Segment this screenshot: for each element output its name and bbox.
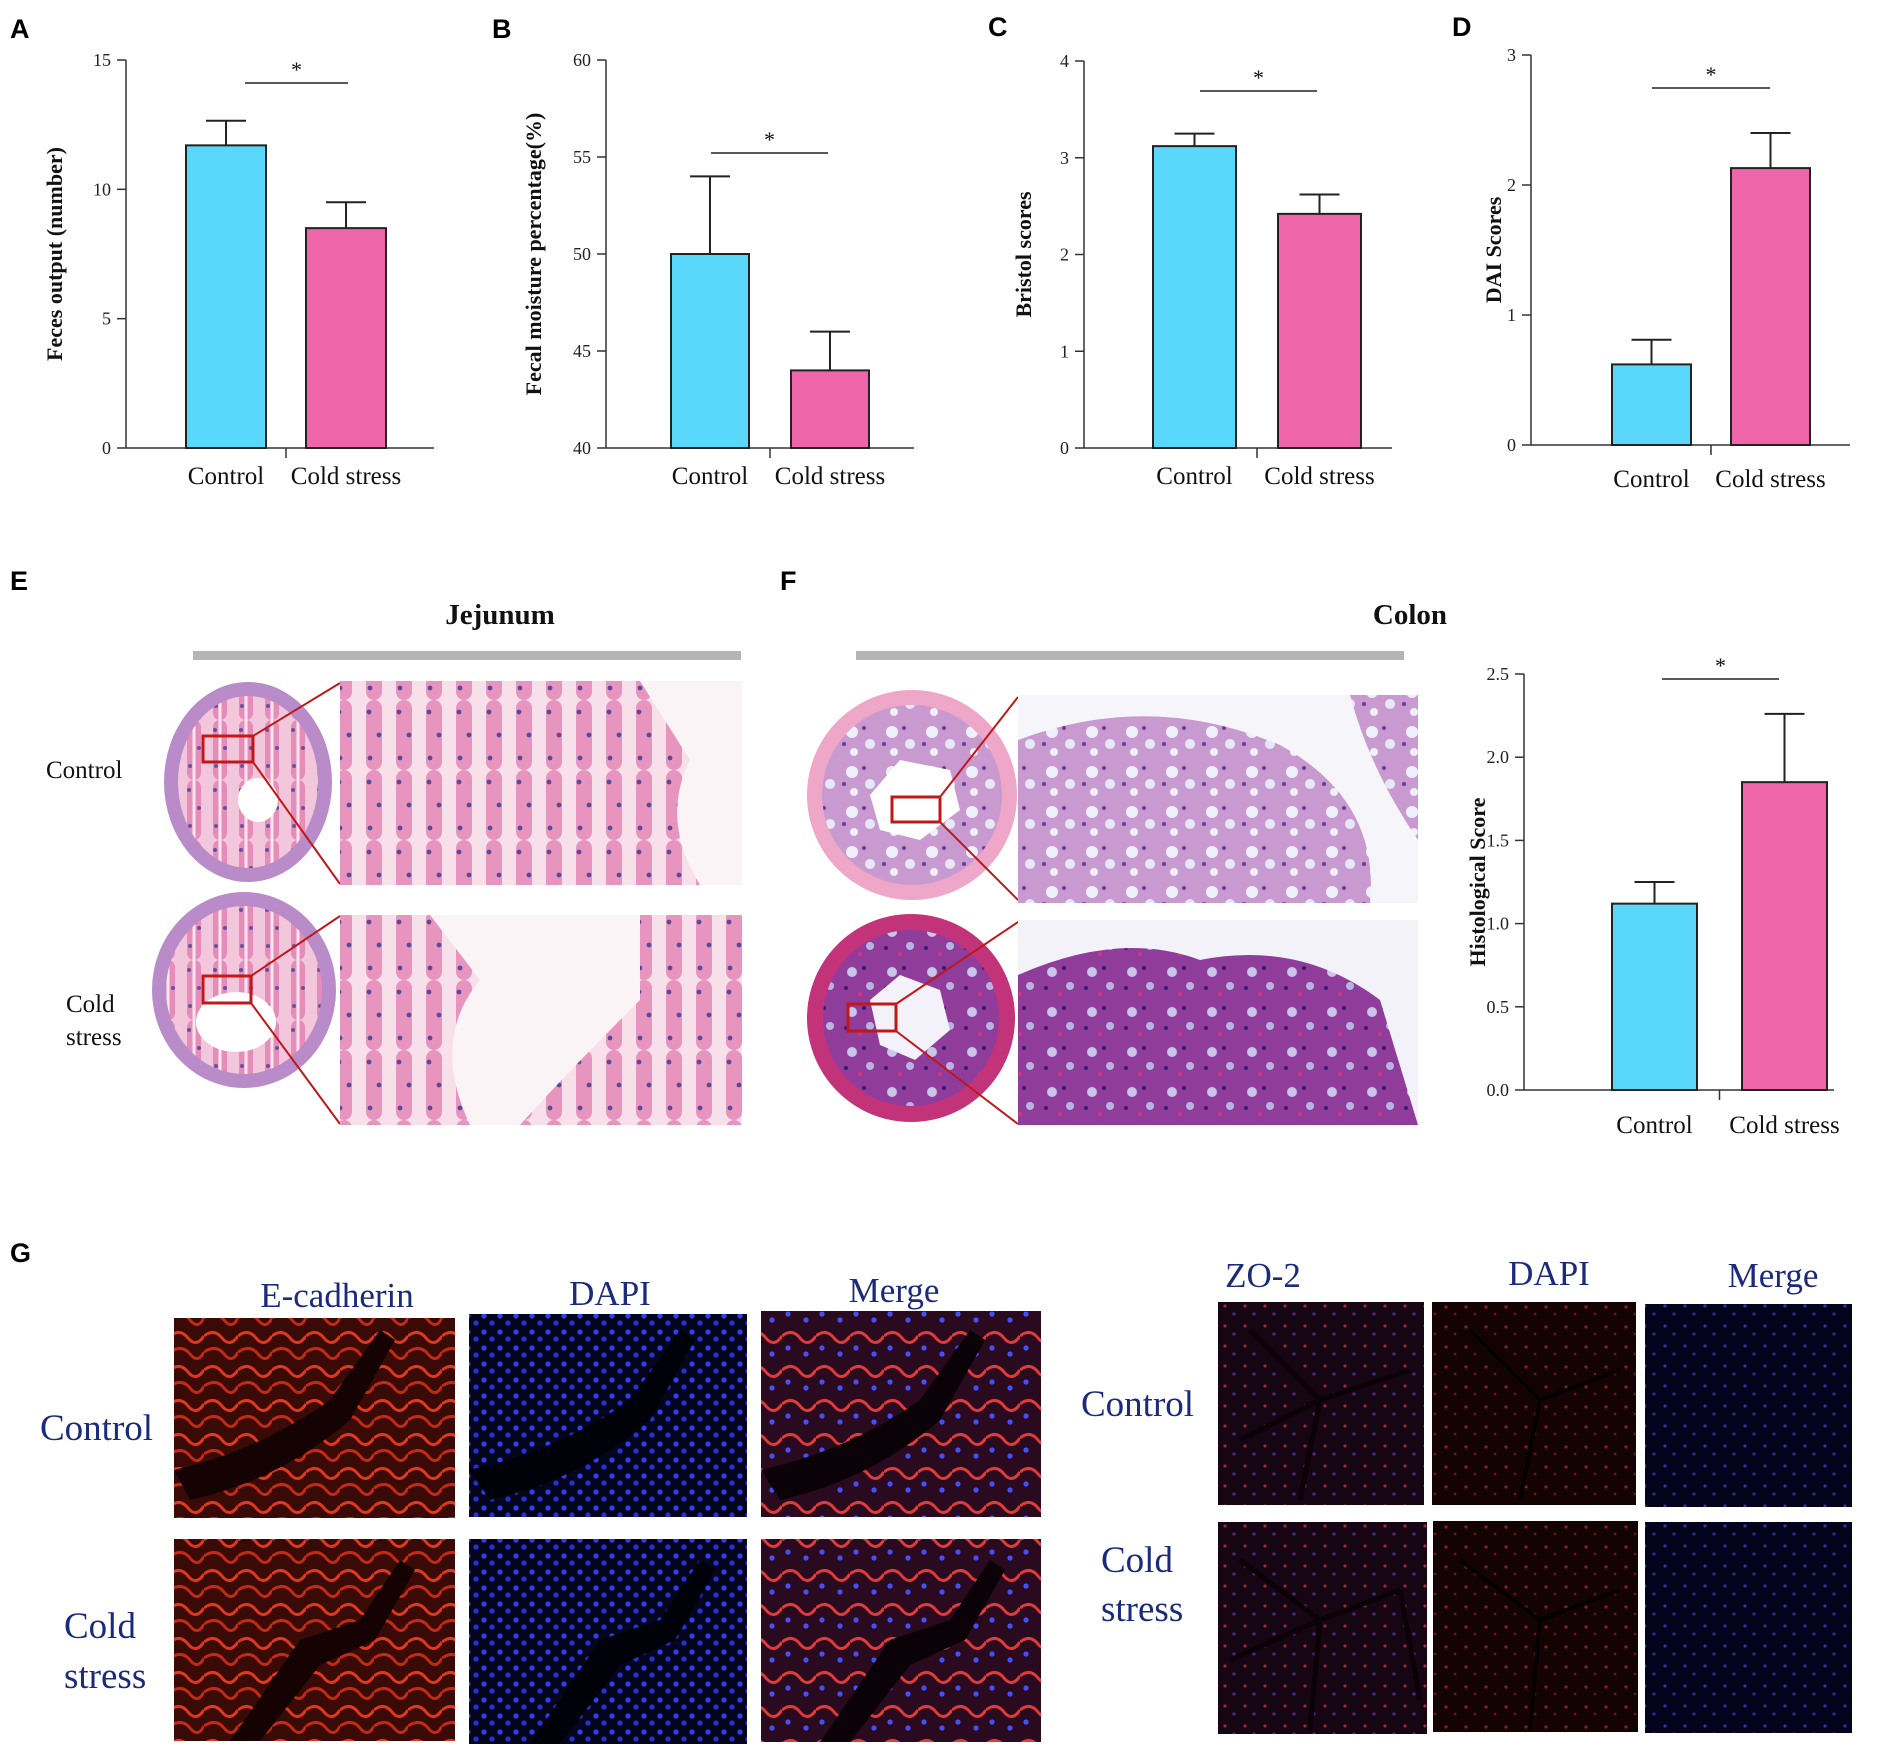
bar-cold-stress bbox=[790, 369, 870, 449]
y-tick-label: 2.5 bbox=[1487, 664, 1510, 684]
y-tick-label: 15 bbox=[93, 50, 111, 70]
panel-letter-d: D bbox=[1452, 12, 1472, 42]
significance-star: * bbox=[764, 127, 775, 152]
significance-star: * bbox=[291, 57, 302, 82]
category-label: Control bbox=[188, 463, 264, 490]
category-label: Control bbox=[672, 463, 748, 490]
category-label: Cold stress bbox=[1715, 466, 1825, 493]
panel-letter-e: E bbox=[10, 566, 28, 596]
category-label: Cold stress bbox=[291, 463, 401, 490]
y-tick-label: 60 bbox=[573, 50, 591, 70]
y-tick-label: 50 bbox=[573, 244, 591, 264]
y-tick-label: 40 bbox=[573, 438, 591, 458]
if-col-merge-left: Merge bbox=[849, 1271, 940, 1310]
y-axis-label: Histological Score bbox=[1465, 797, 1490, 966]
y-tick-label: 10 bbox=[93, 179, 111, 199]
if-row-cold-right: Cold bbox=[1101, 1540, 1173, 1581]
category-label: Control bbox=[1613, 466, 1689, 493]
panel-letter-g: G bbox=[10, 1238, 31, 1268]
significance-star: * bbox=[1715, 653, 1726, 678]
if-merge-control-right bbox=[1645, 1304, 1852, 1507]
category-label: Control bbox=[1616, 1112, 1692, 1139]
significance-star: * bbox=[1706, 62, 1717, 87]
bar-cold-stress bbox=[1741, 781, 1828, 1091]
y-axis-label: Bristol scores bbox=[1011, 191, 1036, 318]
y-tick-label: 2 bbox=[1507, 175, 1516, 195]
jejunum-row-control: Control bbox=[46, 757, 122, 784]
jejunum-control-section bbox=[164, 681, 742, 885]
panel-letter-c: C bbox=[988, 12, 1008, 42]
panel-letter-a: A bbox=[10, 14, 30, 44]
category-label: Control bbox=[1156, 463, 1232, 490]
significance-star: * bbox=[1253, 65, 1264, 90]
jejunum-cold-section bbox=[152, 892, 742, 1125]
y-tick-label: 0 bbox=[1060, 438, 1069, 458]
if-row-control-right: Control bbox=[1081, 1384, 1194, 1425]
if-col-ecadherin: E-cadherin bbox=[260, 1276, 414, 1315]
colon-cold-section bbox=[807, 914, 1418, 1125]
immunofluorescence-left: E-cadherin DAPI Merge Control Cold stres… bbox=[40, 1271, 1041, 1744]
colon-title: Colon bbox=[1373, 599, 1447, 631]
y-tick-label: 45 bbox=[573, 341, 591, 361]
y-tick-label: 4 bbox=[1060, 51, 1069, 71]
y-tick-label: 2 bbox=[1060, 245, 1069, 265]
panel-letter-b: B bbox=[492, 14, 512, 44]
chart-c-bristol-scores: 0 1 2 3 4 Control Cold stress * Bristol scores bbox=[1011, 51, 1392, 490]
if-row-stress-left: stress bbox=[64, 1656, 146, 1697]
y-tick-label: 3 bbox=[1060, 148, 1069, 168]
jejunum-bar bbox=[193, 651, 741, 660]
y-tick-label: 55 bbox=[573, 147, 591, 167]
colon-control-section bbox=[807, 690, 1418, 903]
if-dapi-cold-right bbox=[1433, 1521, 1638, 1732]
bar-cold-stress bbox=[1277, 212, 1362, 449]
bar-control bbox=[185, 144, 267, 450]
bar-control bbox=[1152, 145, 1237, 449]
bar-cold-stress bbox=[1730, 167, 1811, 446]
jejunum-row-stress: stress bbox=[66, 1024, 122, 1051]
category-label: Cold stress bbox=[775, 463, 885, 490]
if-col-zo2: ZO-2 bbox=[1225, 1256, 1301, 1295]
if-merge-cold-right bbox=[1645, 1522, 1852, 1733]
y-axis-label: DAI Scores bbox=[1481, 196, 1506, 303]
y-tick-label: 3 bbox=[1507, 45, 1516, 65]
y-tick-label: 0 bbox=[102, 438, 111, 458]
chart-a-feces-output: 0 5 10 15 Control Cold stress * Feces output (n… bbox=[42, 50, 434, 490]
jejunum-title: Jejunum bbox=[445, 599, 555, 631]
bar-cold-stress bbox=[305, 227, 387, 449]
y-tick-label: 1.5 bbox=[1487, 830, 1510, 850]
colon-bar bbox=[856, 651, 1404, 660]
y-tick-label: 0.5 bbox=[1487, 997, 1510, 1017]
chart-b-fecal-moisture: 40 45 50 55 60 Control Cold stress * Fecal moist… bbox=[521, 50, 914, 490]
immunofluorescence-right: ZO-2 DAPI Merge Control Cold stress bbox=[1081, 1254, 1852, 1734]
if-row-cold-left: Cold bbox=[64, 1606, 136, 1647]
category-label: Cold stress bbox=[1264, 463, 1374, 490]
if-row-control-left: Control bbox=[40, 1408, 153, 1449]
bar-control bbox=[670, 253, 750, 449]
y-tick-label: 1 bbox=[1060, 341, 1069, 361]
histology-jejunum: Jejunum Control Cold stress bbox=[46, 599, 742, 1125]
y-tick-label: 0.0 bbox=[1487, 1080, 1510, 1100]
histology-colon: Colon bbox=[807, 599, 1447, 1125]
if-col-dapi-right: DAPI bbox=[1508, 1254, 1590, 1293]
y-tick-label: 1.0 bbox=[1487, 914, 1510, 934]
if-dapi-control-right bbox=[1432, 1302, 1636, 1505]
if-zo2-cold bbox=[1218, 1522, 1427, 1734]
y-tick-label: 2.0 bbox=[1487, 747, 1510, 767]
chart-d-dai-scores: 0 1 2 3 Control Cold stress * DAI Scores bbox=[1481, 45, 1850, 493]
chart-f-histological-score: 0.0 0.5 1.0 1.5 2.0 2.5 Control Cold stress * His… bbox=[1465, 653, 1840, 1139]
bar-control bbox=[1611, 363, 1692, 446]
if-col-dapi-left: DAPI bbox=[569, 1274, 651, 1313]
y-axis-label: Fecal moisture percentage(%) bbox=[521, 113, 546, 396]
y-axis-label: Feces output (number) bbox=[42, 147, 67, 361]
y-tick-label: 5 bbox=[102, 309, 111, 329]
if-col-merge-right: Merge bbox=[1728, 1256, 1819, 1295]
y-tick-label: 1 bbox=[1507, 305, 1516, 325]
jejunum-row-cold: Cold bbox=[66, 991, 115, 1018]
if-row-stress-right: stress bbox=[1101, 1589, 1183, 1630]
category-label: Cold stress bbox=[1729, 1112, 1839, 1139]
bar-control bbox=[1611, 902, 1698, 1092]
y-tick-label: 0 bbox=[1507, 435, 1516, 455]
panel-letter-f: F bbox=[780, 566, 797, 596]
